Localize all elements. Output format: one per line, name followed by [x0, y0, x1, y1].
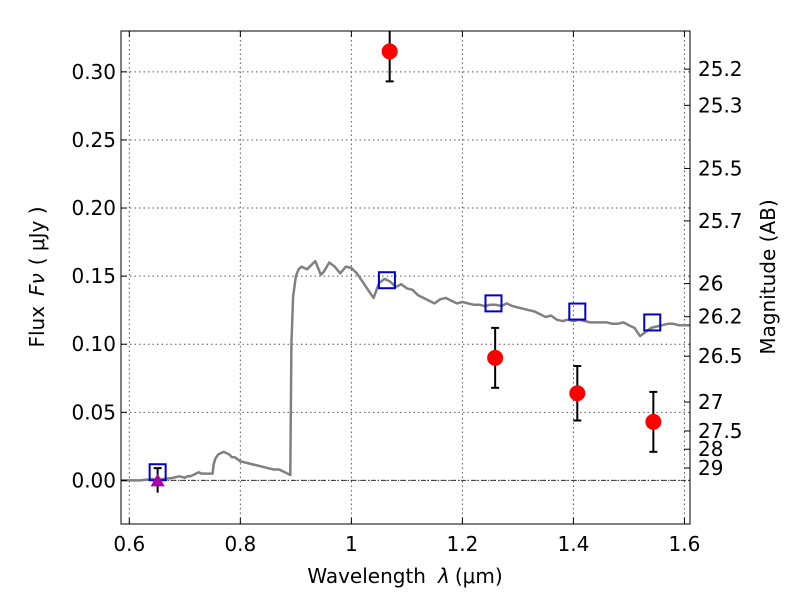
observed-point — [569, 385, 586, 402]
x-axis-label: Wavelength λ (μm) — [307, 564, 502, 588]
model-photometry-square — [643, 313, 662, 332]
y-tick-label: 0.25 — [71, 128, 116, 152]
mag-tick-label: 27.5 — [698, 419, 743, 443]
observed-point — [645, 413, 662, 430]
model-photometry-square — [484, 294, 503, 313]
y-axis-label: FluxFν( μJy ) — [25, 206, 49, 347]
model-sed-line — [121, 259, 690, 482]
mag-tick-label: 26.5 — [698, 344, 743, 368]
x-tick-label: 1.4 — [558, 532, 590, 556]
mag-tick-label: 29 — [698, 456, 723, 480]
mag-tick-label: 25.3 — [698, 93, 743, 117]
y-tick-label: 0.00 — [71, 468, 116, 492]
plot-frame — [120, 30, 691, 525]
magnitude-axis-label: Magnitude (AB) — [756, 199, 780, 354]
mag-tick-label: 26 — [698, 272, 723, 296]
mag-tick-label: 25.5 — [698, 156, 743, 180]
y-tick-label: 0.30 — [71, 60, 116, 84]
x-tick-label: 1.6 — [669, 532, 701, 556]
plot-area — [121, 31, 690, 493]
x-tick-label: 1.2 — [446, 532, 478, 556]
y-tick-label: 0.15 — [71, 264, 116, 288]
model-photometry-square — [568, 302, 587, 321]
axes-ticks: 0.6 0.8 1 1.2 1.4 1.6 0.00 0.05 0.10 0.15 0.20 0.25… — [71, 31, 743, 556]
mag-tick-label: 25.2 — [698, 57, 743, 81]
x-tick-label: 0.6 — [113, 532, 145, 556]
mag-tick-label: 26.2 — [698, 305, 743, 329]
upper-limit-marker — [150, 473, 165, 487]
model-photometry-square — [377, 271, 396, 290]
y-tick-label: 0.05 — [71, 400, 116, 424]
mag-tick-label: 28 — [698, 437, 723, 461]
mag-tick-label: 25.7 — [698, 209, 743, 233]
x-tick-label: 1 — [345, 532, 358, 556]
y-tick-label: 0.20 — [71, 196, 116, 220]
observed-point — [487, 349, 504, 366]
mag-tick-label: 27 — [698, 390, 723, 414]
x-tick-label: 0.8 — [224, 532, 256, 556]
y-tick-label: 0.10 — [71, 332, 116, 356]
observed-point — [381, 43, 398, 60]
